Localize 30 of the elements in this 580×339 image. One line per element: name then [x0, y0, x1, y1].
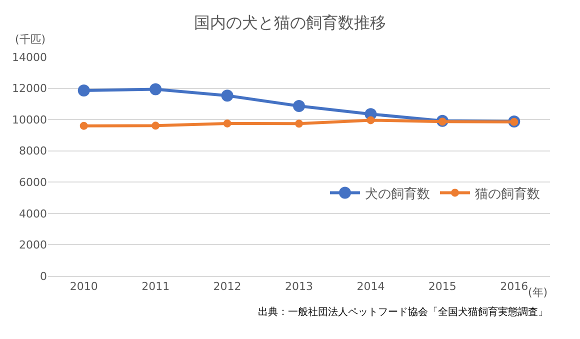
x-tick-label: 2016: [500, 280, 528, 294]
x-tick-label: 2011: [142, 280, 170, 294]
point: [150, 83, 162, 96]
chart-title: 国内の犬と猫の飼育数推移: [194, 13, 386, 32]
y-tick-label: 2000: [19, 238, 47, 252]
y-tick-label: 10000: [12, 113, 47, 126]
y-tick-label: 8000: [19, 144, 47, 158]
y-tick-label: 4000: [19, 207, 47, 220]
point: [293, 100, 305, 112]
source-note: 出典：一般社団法人ペットフード協会「全国犬猫飼育実態調査」: [258, 306, 548, 318]
point: [78, 84, 90, 96]
x-tick-label: 2015: [428, 280, 456, 294]
point: [366, 116, 375, 124]
x-tick-label: 2014: [356, 280, 385, 294]
y-tick-label: 0: [40, 270, 47, 283]
x-axis-title: (年): [528, 286, 548, 299]
point: [295, 120, 303, 128]
point: [221, 90, 234, 102]
y-tick-label: 12000: [12, 82, 47, 96]
point: [152, 122, 160, 130]
legend-label: 犬の飼育数: [364, 186, 430, 202]
legend-label: 猫の飼育数: [474, 186, 540, 202]
x-tick-label: 2013: [285, 280, 313, 294]
point: [80, 122, 88, 130]
y-axis-title: (千匹): [15, 33, 46, 46]
x-tick-label: 2010: [70, 280, 98, 294]
y-tick-label: 6000: [19, 176, 47, 189]
x-tick-label: 2012: [213, 280, 242, 294]
point: [223, 119, 232, 128]
y-tick-label: 14000: [12, 50, 47, 64]
